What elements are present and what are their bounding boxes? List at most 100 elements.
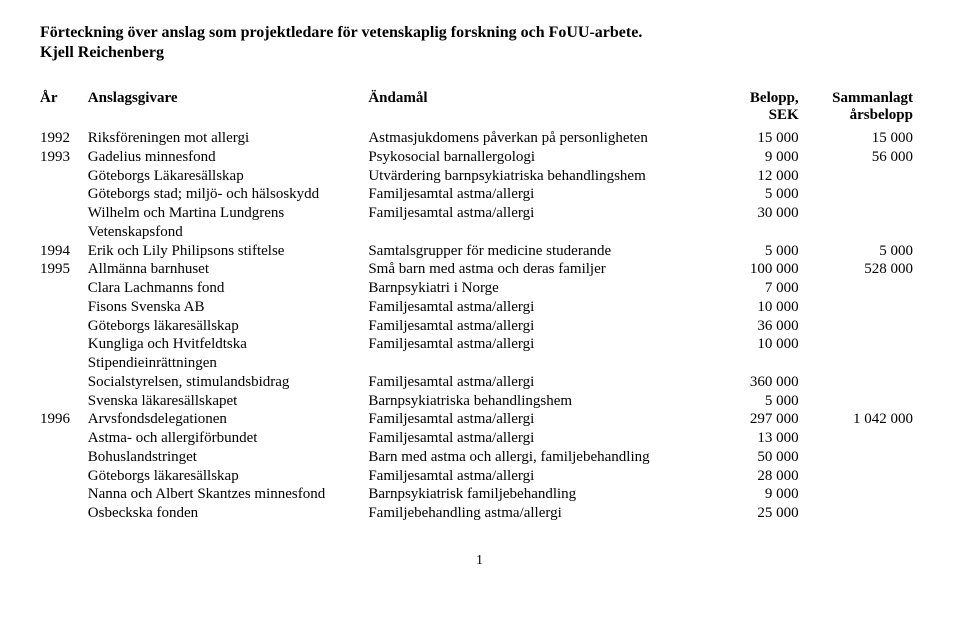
cell-total: 56 000 [805, 148, 919, 167]
table-body: 1992Riksföreningen mot allergiAstmasjukd… [40, 129, 919, 523]
table-row: BohuslandstringetBarn med astma och alle… [40, 448, 919, 467]
cell-grantor: Gadelius minnesfond [88, 148, 369, 167]
cell-year [40, 335, 88, 373]
cell-grantor: Nanna och Albert Skantzes minnesfond [88, 485, 369, 504]
cell-purpose: Astmasjukdomens påverkan på personlighet… [368, 129, 700, 148]
cell-grantor: Göteborgs läkaresällskap [88, 467, 369, 486]
table-row: Osbeckska fondenFamiljebehandling astma/… [40, 504, 919, 523]
cell-year [40, 504, 88, 523]
cell-total: 1 042 000 [805, 410, 919, 429]
cell-amount: 10 000 [701, 298, 805, 317]
cell-total [805, 467, 919, 486]
cell-purpose: Barnpsykiatri i Norge [368, 279, 700, 298]
cell-grantor: Erik och Lily Philipsons stiftelse [88, 242, 369, 261]
col-header-grantor: Anslagsgivare [88, 90, 369, 129]
cell-total [805, 448, 919, 467]
cell-amount: 5 000 [701, 185, 805, 204]
table-row: Fisons Svenska ABFamiljesamtal astma/all… [40, 298, 919, 317]
cell-purpose: Familjesamtal astma/allergi [368, 467, 700, 486]
col-header-total: Sammanlagt årsbelopp [805, 90, 919, 129]
cell-amount: 15 000 [701, 129, 805, 148]
cell-total [805, 185, 919, 204]
cell-total [805, 317, 919, 336]
cell-purpose: Familjesamtal astma/allergi [368, 298, 700, 317]
table-row: Göteborgs läkaresällskapFamiljesamtal as… [40, 467, 919, 486]
table-row: 1995Allmänna barnhusetSmå barn med astma… [40, 260, 919, 279]
cell-total [805, 373, 919, 392]
table-row: Göteborgs stad; miljö- och hälsoskyddFam… [40, 185, 919, 204]
cell-grantor: Bohuslandstringet [88, 448, 369, 467]
cell-total [805, 392, 919, 411]
cell-grantor: Clara Lachmanns fond [88, 279, 369, 298]
cell-purpose: Samtalsgrupper för medicine studerande [368, 242, 700, 261]
cell-amount: 36 000 [701, 317, 805, 336]
table-row: 1994Erik och Lily Philipsons stiftelseSa… [40, 242, 919, 261]
col-header-total-line1: Sammanlagt [805, 90, 913, 107]
cell-total: 15 000 [805, 129, 919, 148]
cell-total: 5 000 [805, 242, 919, 261]
cell-year [40, 429, 88, 448]
table-header-row: År Anslagsgivare Ändamål Belopp, SEK Sam… [40, 90, 919, 129]
cell-purpose: Barn med astma och allergi, familjebehan… [368, 448, 700, 467]
cell-purpose: Familjebehandling astma/allergi [368, 504, 700, 523]
cell-amount: 360 000 [701, 373, 805, 392]
cell-purpose: Familjesamtal astma/allergi [368, 317, 700, 336]
col-header-amount-line2: SEK [701, 107, 799, 124]
cell-grantor: Fisons Svenska AB [88, 298, 369, 317]
cell-purpose: Utvärdering barnpsykiatriska behandlings… [368, 167, 700, 186]
cell-amount: 25 000 [701, 504, 805, 523]
cell-amount: 5 000 [701, 392, 805, 411]
cell-grantor: Riksföreningen mot allergi [88, 129, 369, 148]
cell-amount: 100 000 [701, 260, 805, 279]
table-row: Göteborgs LäkaresällskapUtvärdering barn… [40, 167, 919, 186]
col-header-amount: Belopp, SEK [701, 90, 805, 129]
cell-year [40, 185, 88, 204]
table-row: Socialstyrelsen, stimulandsbidragFamilje… [40, 373, 919, 392]
cell-grantor: Allmänna barnhuset [88, 260, 369, 279]
cell-purpose: Familjesamtal astma/allergi [368, 429, 700, 448]
cell-purpose: Familjesamtal astma/allergi [368, 373, 700, 392]
cell-year [40, 373, 88, 392]
cell-purpose: Barnpsykiatrisk familjebehandling [368, 485, 700, 504]
grants-table: År Anslagsgivare Ändamål Belopp, SEK Sam… [40, 90, 919, 523]
cell-grantor: Wilhelm och Martina Lundgrens Vetenskaps… [88, 204, 369, 242]
cell-grantor: Svenska läkaresällskapet [88, 392, 369, 411]
table-row: Göteborgs läkaresällskapFamiljesamtal as… [40, 317, 919, 336]
cell-total [805, 298, 919, 317]
cell-amount: 297 000 [701, 410, 805, 429]
cell-amount: 10 000 [701, 335, 805, 373]
cell-year [40, 392, 88, 411]
table-row: Nanna och Albert Skantzes minnesfondBarn… [40, 485, 919, 504]
cell-year [40, 167, 88, 186]
cell-year [40, 485, 88, 504]
cell-amount: 13 000 [701, 429, 805, 448]
cell-year [40, 298, 88, 317]
cell-grantor: Göteborgs stad; miljö- och hälsoskydd [88, 185, 369, 204]
table-row: Wilhelm och Martina Lundgrens Vetenskaps… [40, 204, 919, 242]
page-number: 1 [40, 553, 919, 569]
cell-year: 1993 [40, 148, 88, 167]
cell-amount: 12 000 [701, 167, 805, 186]
cell-amount: 9 000 [701, 485, 805, 504]
cell-total [805, 429, 919, 448]
cell-total [805, 204, 919, 242]
col-header-amount-line1: Belopp, [701, 90, 799, 107]
cell-year [40, 279, 88, 298]
col-header-year: År [40, 90, 88, 129]
cell-amount: 28 000 [701, 467, 805, 486]
cell-grantor: Socialstyrelsen, stimulandsbidrag [88, 373, 369, 392]
cell-purpose: Familjesamtal astma/allergi [368, 410, 700, 429]
cell-grantor: Kungliga och Hvitfeldtska Stipendieinrät… [88, 335, 369, 373]
cell-purpose: Familjesamtal astma/allergi [368, 204, 700, 242]
cell-grantor: Göteborgs Läkaresällskap [88, 167, 369, 186]
cell-year [40, 204, 88, 242]
document-subtitle: Kjell Reichenberg [40, 44, 919, 62]
cell-grantor: Göteborgs läkaresällskap [88, 317, 369, 336]
cell-year [40, 467, 88, 486]
cell-year [40, 448, 88, 467]
col-header-total-line2: årsbelopp [805, 107, 913, 124]
cell-total [805, 504, 919, 523]
cell-purpose: Barnpsykiatriska behandlingshem [368, 392, 700, 411]
cell-amount: 5 000 [701, 242, 805, 261]
cell-total [805, 167, 919, 186]
